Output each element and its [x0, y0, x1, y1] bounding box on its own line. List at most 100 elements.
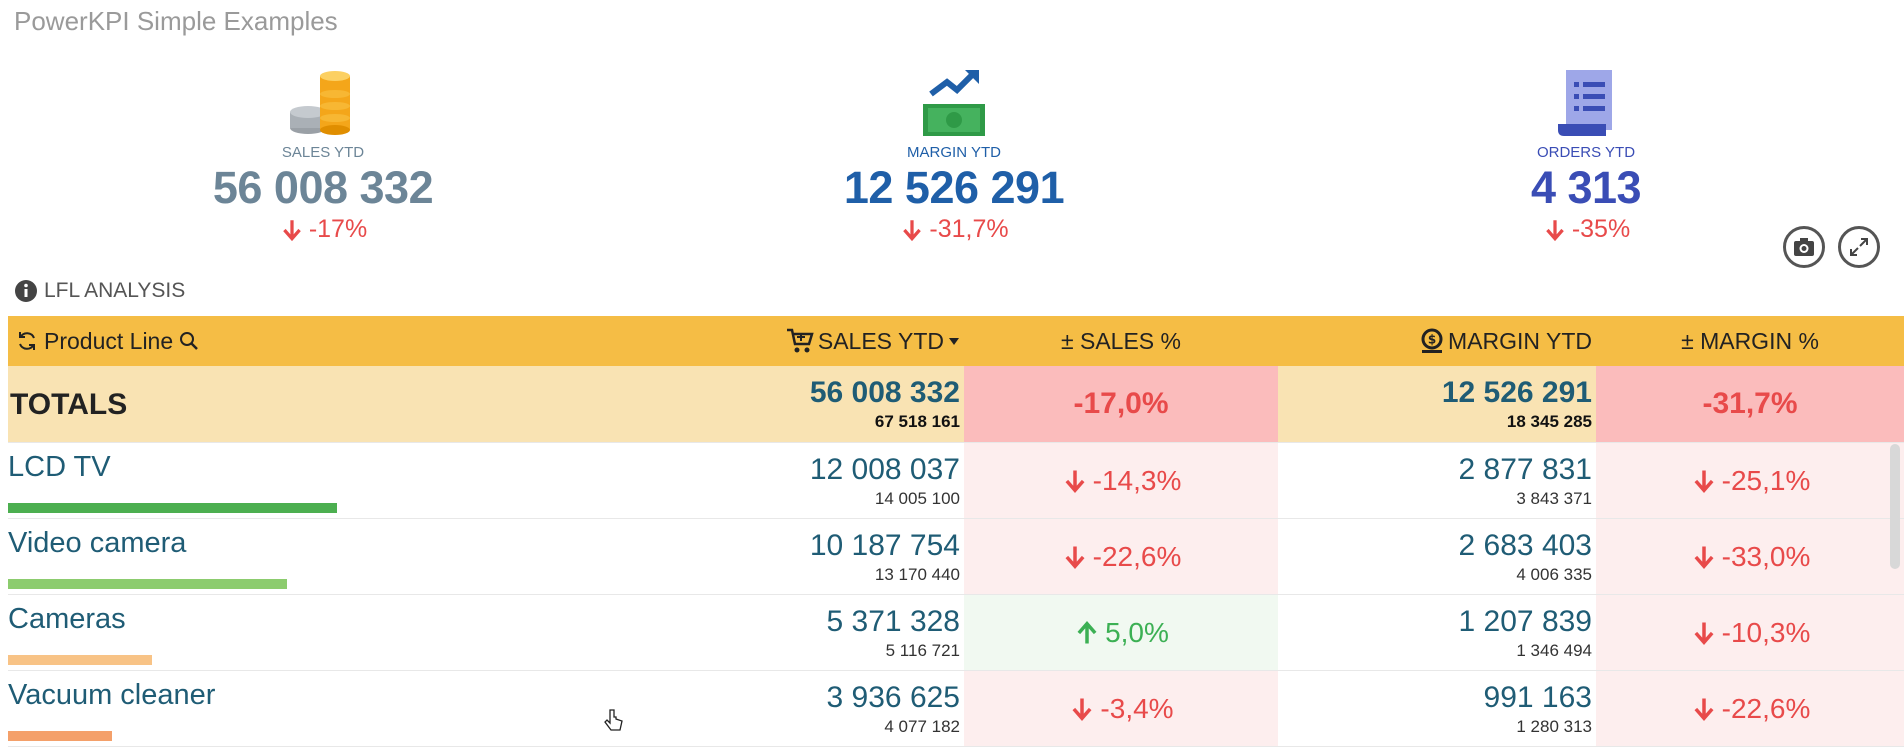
arrow-down-icon	[1072, 698, 1092, 721]
sales-cell: 5 371 328 5 116 721	[638, 595, 962, 670]
sales-value: 3 936 625	[826, 681, 960, 714]
snapshot-button[interactable]	[1783, 226, 1825, 268]
margin-prev-value: 3 843 371	[1516, 489, 1592, 508]
kpi-delta-value: -17%	[308, 215, 368, 243]
sales-share-bar	[8, 503, 337, 513]
info-icon[interactable]	[14, 279, 38, 303]
refresh-icon[interactable]	[16, 330, 38, 352]
expand-icon	[1850, 238, 1868, 256]
product-name: Video camera	[8, 527, 187, 559]
dmargin-value: -33,0%	[1721, 540, 1811, 572]
totals-label: TOTALS	[10, 388, 128, 421]
sort-desc-icon[interactable]	[948, 336, 960, 346]
product-name: LCD TV	[8, 451, 111, 483]
margin-cell: 2 877 831 3 843 371	[1278, 443, 1594, 518]
dmargin-delta: -22,6%	[1596, 671, 1904, 746]
product-cell[interactable]: LCD TV	[8, 443, 638, 518]
coins-icon	[143, 64, 503, 138]
receipt-icon	[1406, 64, 1766, 138]
cart-icon	[786, 328, 814, 353]
dmargin-cell: -33,0%	[1596, 519, 1904, 594]
margin-value: 991 163	[1483, 681, 1592, 714]
table-scrollbar[interactable]	[1890, 444, 1900, 569]
arrow-down-icon	[1065, 470, 1085, 493]
kpi-label: SALES YTD	[281, 144, 365, 161]
kpi-orders-ytd[interactable]: ORDERS YTD 4 313 -35%	[1406, 64, 1766, 244]
sales-share-bar	[8, 579, 287, 589]
totals-dmargin: -31,7%	[1702, 387, 1798, 420]
dsales-value: 5,0%	[1105, 616, 1169, 648]
table-row[interactable]: LCD TV 12 008 037 14 005 100 -14,3% 2 87…	[8, 443, 1904, 519]
table-header: Product Line SALES YTD ± SALES % $ MARGI…	[8, 316, 1904, 366]
totals-margin: 12 526 291	[1441, 376, 1592, 409]
dsales-cell: -3,4%	[964, 671, 1278, 746]
header-product-line[interactable]: Product Line	[8, 316, 638, 366]
margin-prev-value: 1 346 494	[1516, 641, 1592, 660]
margin-cell: 991 163 1 280 313	[1278, 671, 1594, 746]
dsales-delta: -3,4%	[964, 671, 1278, 746]
sales-cell: 3 936 625 4 077 182	[638, 671, 962, 746]
header-margin-ytd[interactable]: $ MARGIN YTD	[1278, 316, 1594, 366]
product-cell[interactable]: Video camera	[8, 519, 638, 594]
sales-prev-value: 13 170 440	[874, 565, 960, 584]
svg-text:$: $	[1428, 333, 1436, 347]
fullscreen-button[interactable]	[1838, 226, 1880, 268]
product-name: Cameras	[8, 603, 126, 635]
margin-prev-value: 1 280 313	[1516, 717, 1592, 736]
totals-sales-cell: 56 008 332 67 518 161	[638, 366, 962, 442]
kpi-label: MARGIN YTD	[907, 144, 1001, 161]
dsales-cell: -14,3%	[964, 443, 1278, 518]
sales-prev-value: 14 005 100	[874, 489, 960, 508]
dsales-delta: -22,6%	[964, 519, 1278, 594]
dsales-delta: 5,0%	[964, 595, 1278, 670]
arrow-up-icon	[1077, 620, 1097, 643]
dmargin-cell: -25,1%	[1596, 443, 1904, 518]
dmargin-delta: -10,3%	[1596, 595, 1904, 670]
arrow-down-icon	[1694, 470, 1714, 493]
kpi-value: 56 008 332	[212, 162, 434, 213]
product-cell[interactable]: Vacuum cleaner	[8, 671, 638, 746]
sales-value: 12 008 037	[809, 453, 960, 486]
kpi-value: 4 313	[1530, 162, 1642, 213]
totals-sales-prev: 67 518 161	[874, 412, 960, 431]
arrow-down-icon	[1065, 546, 1085, 569]
dsales-cell: 5,0%	[964, 595, 1278, 670]
dmargin-cell: -22,6%	[1596, 671, 1904, 746]
camera-icon	[1794, 238, 1814, 256]
kpi-label: ORDERS YTD	[1536, 144, 1636, 161]
header-sales-ytd[interactable]: SALES YTD	[638, 316, 962, 366]
product-cell[interactable]: Cameras	[8, 595, 638, 670]
lfl-table: Product Line SALES YTD ± SALES % $ MARGI…	[8, 316, 1904, 747]
sales-value: 10 187 754	[809, 529, 960, 562]
kpi-delta-value: -35%	[1571, 215, 1631, 243]
search-icon[interactable]	[179, 331, 199, 351]
dsales-value: -22,6%	[1092, 540, 1182, 572]
kpi-sales-ytd[interactable]: SALES YTD 56 008 332 -17%	[143, 64, 503, 244]
dmargin-delta: -25,1%	[1596, 443, 1904, 518]
sales-cell: 10 187 754 13 170 440	[638, 519, 962, 594]
arrow-down-icon	[1546, 219, 1564, 241]
dsales-cell: -22,6%	[964, 519, 1278, 594]
header-dsales-label: ± SALES %	[1060, 327, 1181, 354]
kpi-value: 12 526 291	[843, 162, 1065, 213]
hand-cursor-icon	[604, 709, 623, 731]
kpi-margin-ytd[interactable]: MARGIN YTD 12 526 291 -31,7%	[774, 64, 1134, 244]
arrow-down-icon	[1694, 546, 1714, 569]
app-title: PowerKPI Simple Examples	[14, 6, 338, 36]
totals-dsales-cell: -17,0%	[964, 366, 1278, 442]
sales-cell: 12 008 037 14 005 100	[638, 443, 962, 518]
table-row[interactable]: Vacuum cleaner 3 936 625 4 077 182 -3,4%…	[8, 671, 1904, 747]
sales-share-bar	[8, 731, 112, 741]
header-delta-margin[interactable]: ± MARGIN %	[1596, 316, 1904, 366]
table-row[interactable]: Video camera 10 187 754 13 170 440 -22,6…	[8, 519, 1904, 595]
totals-row: TOTALS 56 008 332 67 518 161 -17,0% 12 5…	[8, 366, 1904, 443]
money-chart-icon	[774, 64, 1134, 138]
sales-prev-value: 5 116 721	[885, 641, 960, 660]
totals-sales: 56 008 332	[809, 376, 960, 409]
kpi-delta: -31,7%	[774, 215, 1134, 244]
header-delta-sales[interactable]: ± SALES %	[964, 316, 1278, 366]
table-row[interactable]: Cameras 5 371 328 5 116 721 5,0% 1 207 8…	[8, 595, 1904, 671]
header-dmargin-label: ± MARGIN %	[1681, 327, 1819, 354]
dmargin-delta: -33,0%	[1596, 519, 1904, 594]
arrow-down-icon	[1694, 698, 1714, 721]
